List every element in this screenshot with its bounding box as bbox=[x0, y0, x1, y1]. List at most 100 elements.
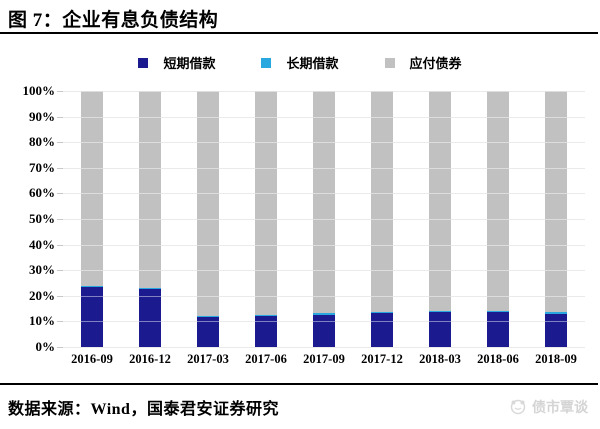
bar-segment-短期借款 bbox=[371, 313, 393, 347]
gridline-overlay bbox=[63, 116, 585, 118]
bar-segment-应付债券 bbox=[429, 91, 451, 312]
y-axis-tick-label: 100% bbox=[22, 83, 56, 98]
bar-stack bbox=[371, 91, 393, 347]
bar-column-2017-12 bbox=[353, 91, 411, 347]
y-axis-tick-label: 0% bbox=[35, 339, 56, 354]
bar-column-2018-09 bbox=[527, 91, 585, 347]
bar-column-2017-06 bbox=[237, 91, 295, 347]
y-axis-tick bbox=[57, 91, 63, 92]
bar-segment-短期借款 bbox=[545, 313, 567, 347]
bar-segment-应付债券 bbox=[545, 91, 567, 313]
y-axis-tick bbox=[57, 219, 63, 220]
gridline-overlay bbox=[63, 295, 585, 297]
bar-segment-短期借款 bbox=[487, 312, 509, 347]
bar-segment-短期借款 bbox=[139, 289, 161, 347]
bar-segment-长期借款 bbox=[545, 312, 567, 314]
bar-segment-短期借款 bbox=[429, 312, 451, 347]
bar-column-2017-03 bbox=[179, 91, 237, 347]
watermark: 债市覃谈 bbox=[509, 397, 588, 417]
legend-label: 应付债券 bbox=[409, 56, 462, 71]
bar-segment-长期借款 bbox=[197, 315, 219, 317]
gridline-overlay bbox=[63, 91, 585, 92]
gridline-overlay bbox=[63, 219, 585, 220]
bar-segment-短期借款 bbox=[81, 286, 103, 347]
bars-layer bbox=[63, 91, 585, 347]
bar-stack bbox=[313, 91, 335, 347]
watermark-logo-icon bbox=[510, 399, 526, 415]
bar-column-2016-09 bbox=[63, 91, 121, 347]
x-axis-tick-label: 2017-09 bbox=[303, 352, 345, 366]
bar-column-2018-06 bbox=[469, 91, 527, 347]
gridline-overlay bbox=[63, 244, 585, 246]
title-divider bbox=[0, 32, 598, 34]
x-axis-tick-label: 2018-09 bbox=[535, 352, 577, 366]
bar-stack bbox=[545, 91, 567, 347]
bar-stack bbox=[429, 91, 451, 347]
y-axis-tick-label: 20% bbox=[29, 287, 55, 303]
gridline-overlay bbox=[63, 270, 585, 272]
y-axis-tick-label: 50% bbox=[29, 211, 55, 226]
legend-swatch-icon bbox=[384, 57, 395, 68]
gridline-overlay bbox=[63, 142, 585, 144]
y-axis-tick-label: 30% bbox=[29, 262, 55, 278]
data-source-text: 数据来源：Wind，国泰君安证券研究 bbox=[8, 401, 279, 418]
figure-title: 图 7：企业有息负债结构 bbox=[8, 10, 219, 31]
bar-stack bbox=[81, 91, 103, 347]
gridline bbox=[63, 347, 585, 348]
y-axis-tick-label: 80% bbox=[29, 134, 55, 150]
gridline-overlay bbox=[63, 193, 585, 195]
legend-swatch-icon bbox=[138, 57, 149, 68]
stacked-bar-chart: 2016-09 2016-12 2017-03 2017-06 2017-09 2017-… bbox=[0, 83, 600, 384]
bar-segment-应付债券 bbox=[487, 91, 509, 312]
y-axis-tick-label: 40% bbox=[29, 236, 55, 252]
bar-segment-应付债券 bbox=[313, 91, 335, 314]
y-axis-tick bbox=[57, 142, 63, 144]
x-axis-tick-label: 2018-06 bbox=[477, 352, 519, 366]
bar-column-2018-03 bbox=[411, 91, 469, 347]
y-axis-tick bbox=[57, 116, 63, 118]
bar-segment-长期借款 bbox=[81, 285, 103, 287]
y-axis-tick-label: 70% bbox=[29, 159, 55, 175]
gridline-overlay bbox=[63, 167, 585, 169]
gridline-overlay bbox=[63, 321, 585, 323]
y-axis-tick bbox=[57, 167, 63, 169]
bar-stack bbox=[487, 91, 509, 347]
plot-area bbox=[63, 91, 585, 348]
legend-item-0: 短期借款 bbox=[138, 53, 215, 72]
bar-segment-短期借款 bbox=[313, 314, 335, 347]
y-axis-tick bbox=[57, 270, 63, 272]
legend-label: 短期借款 bbox=[163, 56, 216, 71]
watermark-text: 债市覃谈 bbox=[532, 401, 588, 416]
chart-legend: 短期借款 长期借款 应付债券 bbox=[0, 53, 600, 72]
y-axis-tick bbox=[57, 321, 63, 323]
bar-segment-长期借款 bbox=[139, 288, 161, 290]
bar-segment-长期借款 bbox=[255, 315, 277, 317]
x-axis-tick-label: 2017-12 bbox=[361, 352, 403, 366]
bar-segment-应付债券 bbox=[255, 91, 277, 316]
bar-stack bbox=[197, 91, 219, 347]
bar-segment-长期借款 bbox=[371, 311, 393, 314]
x-axis-labels: 2016-09 2016-12 2017-03 2017-06 2017-09 2017-… bbox=[63, 352, 585, 367]
x-axis-tick-label: 2017-03 bbox=[187, 352, 229, 366]
bar-segment-应付债券 bbox=[197, 91, 219, 316]
footer-divider bbox=[0, 383, 598, 385]
y-axis-tick-label: 90% bbox=[29, 108, 55, 124]
legend-item-2: 应付债券 bbox=[384, 53, 462, 72]
bar-segment-长期借款 bbox=[429, 311, 451, 313]
bar-segment-短期借款 bbox=[197, 316, 219, 347]
bar-column-2017-09 bbox=[295, 91, 353, 347]
y-axis-tick bbox=[57, 295, 63, 297]
bar-segment-长期借款 bbox=[487, 311, 509, 313]
bar-segment-长期借款 bbox=[313, 313, 335, 315]
x-axis-tick-label: 2018-03 bbox=[419, 352, 461, 366]
y-axis-tick bbox=[57, 193, 63, 195]
y-axis-tick bbox=[57, 347, 63, 348]
bar-stack bbox=[139, 91, 161, 347]
bar-segment-应付债券 bbox=[81, 91, 103, 286]
bar-segment-短期借款 bbox=[255, 316, 277, 347]
bar-segment-应付债券 bbox=[139, 91, 161, 289]
y-axis-tick-label: 10% bbox=[29, 313, 55, 329]
legend-label: 长期借款 bbox=[286, 56, 339, 71]
gridline-overlay bbox=[63, 347, 585, 348]
